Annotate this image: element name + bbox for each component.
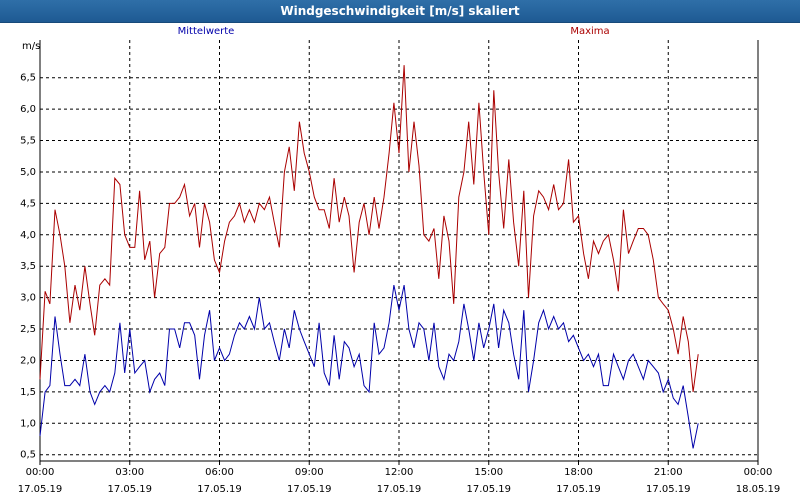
- series-line-maxima: [39, 65, 699, 392]
- x-tick-date: 17.05.19: [107, 484, 152, 495]
- x-tick-time: 18:00: [564, 467, 593, 478]
- x-tick-time: 00:00: [744, 467, 773, 478]
- legend-mean: Mittelwerte: [178, 26, 235, 37]
- x-tick-date: 17.05.19: [197, 484, 242, 495]
- x-tick-date: 17.05.19: [646, 484, 691, 495]
- x-tick-time: 15:00: [474, 467, 503, 478]
- y-ticks: 0,5 1,0 1,5 2,0 2,5 3,0 3,5 4,0 4,5 5,0 5,5 6,0 6,5: [20, 73, 36, 461]
- chart: 0,51,01,52,02,53,03,54,04,55,05,56,06,5 …: [18, 26, 781, 495]
- y-tick-label: 1,0: [20, 418, 36, 429]
- y-tick-label: 1,5: [20, 387, 36, 398]
- y-tick-label: 5,5: [20, 136, 36, 147]
- x-tick-date: 17.05.19: [556, 484, 601, 495]
- x-tick-time: 12:00: [385, 467, 414, 478]
- y-tick-label: 5,0: [20, 167, 36, 178]
- y-tick-label: 3,5: [20, 261, 36, 272]
- y-tick-label: 2,0: [20, 355, 36, 366]
- y-tick-label: 2,5: [20, 324, 36, 335]
- y-tick-label: 0,5: [20, 450, 36, 461]
- y-tick-label: 4,0: [20, 230, 36, 241]
- x-tick-time: 03:00: [115, 467, 144, 478]
- y-tick-label: 6,0: [20, 104, 36, 115]
- x-tick-time: 00:00: [26, 467, 55, 478]
- grid: [40, 40, 758, 461]
- legend-max: Maxima: [570, 26, 609, 37]
- series-lines: [39, 65, 699, 449]
- y-tick-label: 6,5: [20, 73, 36, 84]
- x-tick-date: 17.05.19: [18, 484, 63, 495]
- x-ticks: 00:00 17.05.19 03:00 17.05.19 06:00 17.05.19 0…: [18, 461, 781, 495]
- x-tick-date: 17.05.19: [287, 484, 332, 495]
- series-line-mittelwerte: [39, 285, 699, 449]
- x-tick-date: 18.05.19: [736, 484, 781, 495]
- x-tick-time: 06:00: [205, 467, 234, 478]
- x-tick-date: 17.05.19: [466, 484, 511, 495]
- y-tick-label: 3,0: [20, 293, 36, 304]
- x-tick-time: 09:00: [295, 467, 324, 478]
- title-bar: Windgeschwindigkeit [m/s] skaliert: [0, 0, 800, 23]
- x-tick-date: 17.05.19: [377, 484, 422, 495]
- y-tick-label: 4,5: [20, 198, 36, 209]
- y-axis-label: m/s: [22, 41, 40, 52]
- window-title: Windgeschwindigkeit [m/s] skaliert: [280, 4, 520, 18]
- x-tick-time: 21:00: [654, 467, 683, 478]
